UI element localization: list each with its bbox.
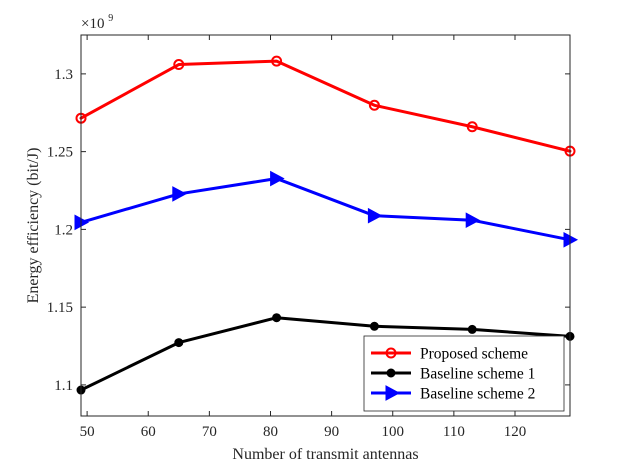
legend-marker-baseline-1	[386, 368, 396, 378]
legend-entry-baseline-2: Baseline scheme 2	[371, 385, 535, 403]
data-point-baseline-2	[367, 207, 383, 224]
plot-frame	[80, 34, 571, 417]
series-line-baseline-1	[79, 316, 572, 392]
data-point-baseline-1	[467, 324, 477, 334]
y-ticks: 1.1 1.15 1.2 1.25 1.3	[47, 67, 570, 394]
data-point-baseline-2	[172, 186, 187, 202]
x-tick-label: 70	[202, 424, 217, 440]
x-tick-label: 50	[80, 424, 95, 440]
legend-entry-baseline-1: Baseline scheme 1	[371, 366, 535, 383]
data-point-proposed	[271, 55, 283, 67]
data-point-proposed	[368, 99, 380, 111]
y-tick-label: 1.25	[47, 145, 73, 161]
x-ticks: 50 60 70 80 90 100 110 120	[80, 35, 527, 440]
y-tick-label: 1.3	[54, 67, 73, 83]
x-tick-label: 60	[141, 424, 156, 440]
y-tick-label: 1.15	[47, 300, 73, 316]
y-axis-label: Energy efficiency (bit/J)	[25, 148, 42, 304]
data-point-baseline-2	[465, 212, 481, 229]
data-point-proposed	[466, 121, 478, 133]
series-layer	[74, 55, 579, 395]
data-point-baseline-1	[174, 338, 184, 348]
x-tick-label: 90	[324, 424, 339, 440]
data-point-baseline-1	[272, 313, 282, 323]
data-point-baseline-1	[369, 321, 379, 331]
data-point-baseline-2	[270, 170, 285, 187]
series-line-proposed	[79, 59, 572, 153]
x-tick-label: 80	[263, 424, 278, 440]
legend-marker-baseline-2	[385, 385, 401, 401]
legend-label-baseline-1: Baseline scheme 1	[420, 366, 535, 383]
y-axis-multiplier: ×10 9	[81, 13, 113, 32]
series-line-baseline-2	[79, 177, 572, 242]
legend: Proposed scheme Baseline scheme 1 Baseli…	[363, 335, 565, 412]
x-tick-label: 120	[504, 424, 527, 440]
y-axis-multiplier-base: ×10	[81, 16, 104, 32]
y-tick-label: 1.1	[54, 378, 73, 394]
x-tick-label: 110	[443, 424, 465, 440]
y-tick-label: 1.2	[54, 222, 73, 238]
legend-marker-proposed	[385, 347, 397, 359]
data-point-proposed	[173, 59, 185, 71]
x-axis-label: Number of transmit antennas	[232, 446, 418, 463]
legend-label-baseline-2: Baseline scheme 2	[420, 386, 535, 403]
x-tick-label: 100	[381, 424, 404, 440]
y-axis-multiplier-exponent: 9	[108, 13, 113, 24]
legend-entry-proposed: Proposed scheme	[371, 346, 528, 363]
legend-label-proposed: Proposed scheme	[420, 346, 528, 363]
